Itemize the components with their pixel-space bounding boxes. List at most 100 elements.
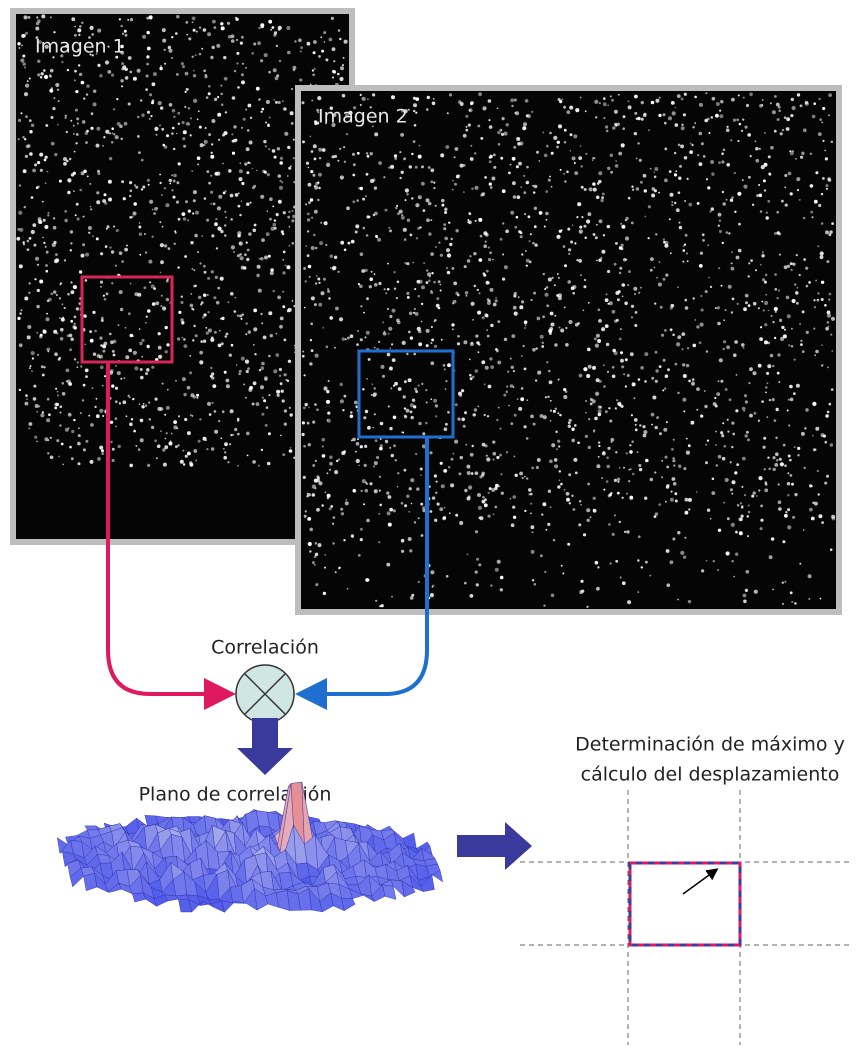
particle	[47, 171, 49, 173]
particle	[603, 117, 605, 119]
particle	[476, 341, 479, 344]
particle	[579, 500, 581, 502]
particle	[508, 405, 510, 407]
particle	[488, 300, 490, 302]
particle	[742, 407, 746, 411]
particle	[162, 383, 164, 385]
particle	[308, 167, 310, 169]
particle	[181, 62, 184, 65]
particle	[489, 182, 492, 185]
particle	[730, 199, 733, 202]
particle	[206, 219, 209, 222]
particle	[382, 321, 384, 323]
particle	[37, 60, 40, 63]
particle	[741, 505, 743, 507]
particle	[318, 55, 321, 58]
particle	[493, 513, 495, 515]
particle	[44, 225, 48, 229]
particle	[448, 466, 450, 468]
particle	[414, 288, 416, 290]
particle	[274, 156, 277, 159]
particle	[166, 298, 169, 301]
particle	[804, 467, 806, 469]
particle	[26, 398, 28, 400]
particle	[756, 159, 760, 163]
particle	[85, 141, 88, 144]
particle	[767, 364, 771, 368]
particle	[787, 314, 791, 318]
particle	[691, 144, 693, 146]
particle	[700, 415, 703, 418]
particle	[278, 101, 281, 104]
particle	[817, 245, 819, 247]
particle	[768, 173, 771, 176]
particle	[579, 374, 583, 378]
particle	[641, 566, 643, 568]
particle	[29, 282, 31, 284]
particle	[598, 259, 601, 262]
particle	[410, 478, 414, 482]
particle	[790, 398, 794, 402]
particle	[223, 456, 227, 460]
particle	[696, 387, 700, 391]
particle	[122, 33, 124, 35]
particle	[81, 81, 85, 85]
particle	[684, 156, 688, 160]
particle	[603, 102, 607, 106]
particle	[107, 225, 110, 228]
particle	[97, 64, 100, 67]
particle	[567, 228, 570, 231]
particle	[306, 162, 309, 165]
particle	[348, 242, 351, 245]
particle	[791, 98, 794, 101]
particle	[406, 292, 409, 295]
particle	[578, 259, 582, 263]
particle	[308, 493, 311, 496]
particle	[111, 384, 114, 387]
particle	[192, 212, 194, 214]
particle	[699, 132, 703, 136]
particle	[558, 379, 560, 381]
particle	[160, 430, 162, 432]
particle	[477, 125, 480, 128]
particle	[239, 162, 241, 164]
particle	[671, 491, 673, 493]
particle	[124, 122, 128, 126]
particle	[291, 88, 293, 90]
particle	[269, 117, 271, 119]
particle	[672, 459, 675, 462]
particle	[252, 460, 256, 464]
particle	[154, 439, 157, 442]
particle	[393, 385, 395, 387]
particle	[146, 368, 150, 372]
particle	[220, 93, 223, 96]
particle	[381, 365, 385, 369]
particle	[560, 329, 564, 333]
particle	[386, 491, 389, 494]
particle	[214, 430, 218, 434]
particle	[25, 155, 28, 158]
particle	[139, 233, 142, 236]
particle	[176, 73, 179, 76]
particle	[252, 168, 254, 170]
particle	[408, 109, 410, 111]
particle	[158, 101, 162, 105]
particle	[679, 222, 681, 224]
particle	[67, 293, 70, 296]
particle	[188, 210, 191, 213]
search-cell	[630, 863, 740, 945]
particle	[415, 166, 418, 169]
particle	[626, 530, 629, 533]
particle	[818, 204, 821, 207]
particle	[215, 218, 217, 220]
particle	[69, 158, 72, 161]
particle	[444, 211, 447, 214]
particle	[601, 327, 605, 331]
particle	[743, 307, 747, 311]
particle	[484, 176, 487, 179]
particle	[608, 407, 610, 409]
particle	[273, 99, 275, 101]
particle	[774, 232, 777, 235]
particle	[19, 47, 21, 49]
particle	[73, 172, 76, 175]
